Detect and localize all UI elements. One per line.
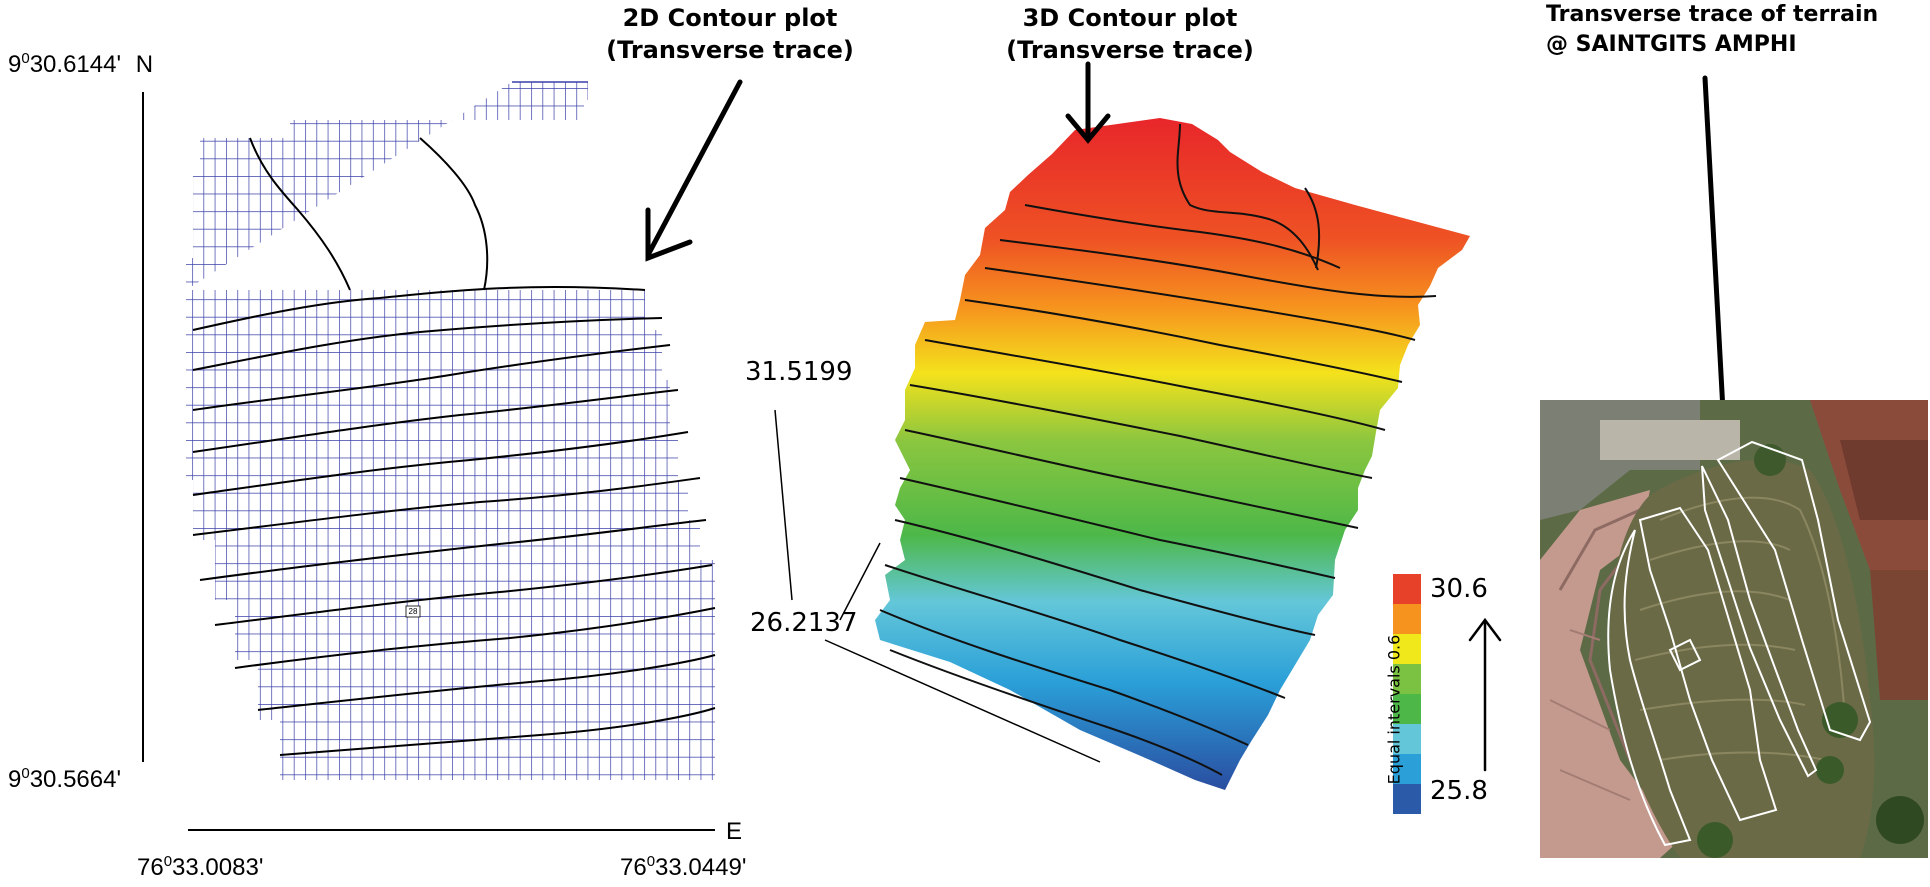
title-2d-line1: 2D Contour plot: [622, 4, 838, 32]
lat-top-label: 9030.6144ʹ N: [8, 50, 154, 78]
legend-swatch: [1393, 724, 1421, 754]
legend-swatch: [1393, 604, 1421, 634]
contour-lines-2d: [192, 137, 716, 756]
legend-caption: Equal intervals 0.6: [1384, 634, 1404, 785]
degree-sign: 0: [21, 50, 30, 67]
surface-3d: [875, 118, 1470, 790]
degree-sign: 0: [646, 853, 656, 870]
legend-swatch: [1393, 664, 1421, 694]
title-3d-line2: (Transverse trace): [1006, 36, 1254, 64]
contour-grid: [186, 81, 715, 780]
legend-colorbar: [1393, 574, 1421, 814]
legend-swatch: [1393, 574, 1421, 604]
contour-value-label: 28: [408, 607, 418, 616]
lat-bottom-degrees: 9: [8, 766, 22, 793]
title-satellite: Transverse trace of terrain @ SAINTGITS …: [1546, 0, 1878, 60]
legend-min-label: 25.8: [1430, 776, 1488, 806]
title-3d-contour: 3D Contour plot (Transverse trace): [980, 2, 1280, 66]
arrow-3d-indicator: [1065, 61, 1111, 144]
title-satellite-line1: Transverse trace of terrain: [1546, 2, 1879, 27]
north-label: N: [135, 51, 154, 78]
lon-right-minutes: 33.0449: [655, 854, 742, 881]
title-2d-line2: (Transverse trace): [606, 36, 854, 64]
contour-label-box: [405, 605, 421, 618]
legend-swatch: [1393, 634, 1421, 664]
surface-3d-body: [875, 118, 1470, 790]
lon-left-degrees: 76: [137, 854, 164, 881]
satellite-image: [1540, 400, 1928, 858]
title-satellite-line2: @ SAINTGITS AMPHI: [1546, 32, 1797, 57]
satellite-drawing: [1540, 400, 1928, 858]
height-min-label: 26.2137: [750, 608, 858, 638]
arrow-satellite-indicator: [1699, 75, 1745, 457]
lat-top-minutes: 30.6144: [29, 51, 117, 78]
arrow-2d-indicator: [645, 79, 743, 262]
east-label: E: [726, 818, 743, 845]
legend-swatch: [1393, 694, 1421, 724]
lat-top-degrees: 9: [8, 51, 22, 78]
lon-right-label: 76033.0449ʹ: [620, 853, 747, 881]
legend-up-arrow: [1468, 617, 1502, 772]
title-3d-line1: 3D Contour plot: [1022, 4, 1238, 32]
lat-bottom-label: 9030.5664ʹ: [8, 765, 122, 793]
height-leader-lines: [774, 409, 1101, 763]
lon-left-minutes: 33.0083: [172, 854, 259, 881]
contour-lines-3d: [879, 123, 1437, 776]
degree-sign: 0: [163, 853, 173, 870]
legend-swatch: [1393, 784, 1421, 814]
title-2d-contour: 2D Contour plot (Transverse trace): [590, 2, 870, 66]
lon-right-degrees: 76: [620, 854, 647, 881]
height-max-label: 31.5199: [745, 357, 853, 387]
lon-left-label: 76033.0083ʹ: [137, 853, 264, 881]
legend-max-label: 30.6: [1430, 574, 1488, 604]
legend-swatch: [1393, 754, 1421, 784]
lat-bottom-minutes: 30.5664: [29, 766, 117, 793]
degree-sign: 0: [21, 765, 30, 782]
